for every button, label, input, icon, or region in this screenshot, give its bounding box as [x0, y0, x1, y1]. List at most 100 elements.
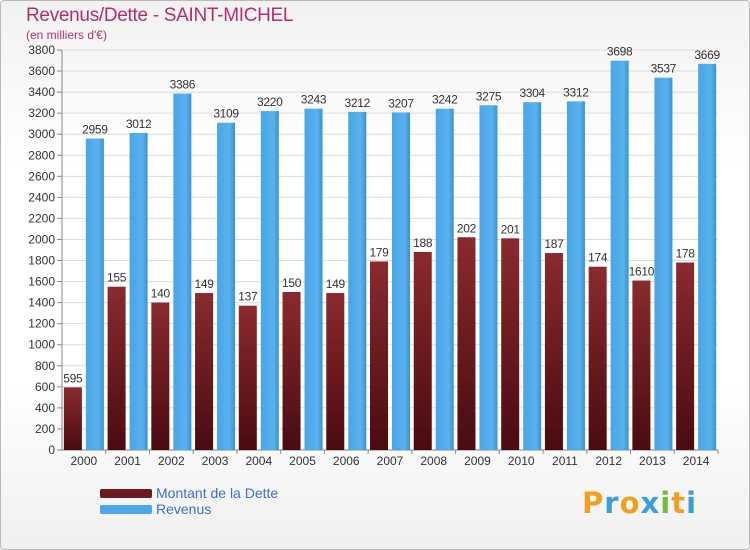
bar-revenus — [392, 112, 410, 450]
bar-dette — [632, 280, 651, 450]
y-tick-label: 2800 — [28, 148, 55, 162]
grid-lines — [62, 49, 718, 451]
data-label-revenus: 3386 — [170, 78, 196, 92]
y-tick-label: 2400 — [28, 190, 55, 204]
bar-dette — [544, 253, 563, 450]
data-label-dette: 201 — [501, 222, 521, 236]
data-label-revenus: 3207 — [388, 96, 414, 110]
data-labels: 595 2959 155 3012 140 3386 149 3109 137 3220 150 32… — [63, 45, 721, 386]
bar-dette — [107, 286, 126, 450]
bar-revenus — [348, 111, 367, 450]
y-tick-label: 1400 — [28, 296, 55, 310]
x-tick-label: 2009 — [464, 454, 491, 468]
data-label-revenus: 3109 — [213, 107, 239, 121]
data-label-revenus: 3220 — [257, 95, 283, 109]
logo-letter: P — [582, 486, 605, 520]
y-tick-label: 2000 — [28, 232, 55, 246]
bar-dette — [326, 293, 345, 450]
data-label-dette: 1610 — [629, 265, 655, 279]
y-tick-label: 600 — [35, 380, 55, 394]
bar-dette — [501, 238, 520, 450]
data-label-revenus: 3275 — [476, 89, 502, 103]
y-tick-label: 3000 — [28, 127, 55, 141]
bar-revenus — [304, 108, 323, 450]
y-tick-label: 200 — [35, 422, 55, 436]
data-label-revenus: 3669 — [694, 48, 720, 62]
data-label-dette: 137 — [238, 290, 258, 304]
bar-dette — [413, 252, 432, 450]
x-tick-label: 2007 — [377, 454, 404, 468]
bar-dette — [282, 292, 301, 450]
data-label-revenus: 3698 — [607, 45, 633, 59]
data-label-dette: 140 — [151, 287, 171, 301]
x-tick-label: 2011 — [552, 454, 578, 468]
x-tick-label: 2004 — [245, 454, 272, 468]
y-tick-label: 2600 — [28, 169, 55, 183]
y-tick-label: 400 — [35, 401, 55, 415]
proxiti-logo: Proxiti — [582, 486, 697, 520]
y-tick-label: 1200 — [28, 317, 55, 331]
logo-letter: r — [604, 486, 620, 520]
x-tick-label: 2013 — [639, 454, 666, 468]
bar-dette — [370, 261, 388, 450]
y-tick-label: 3600 — [28, 64, 55, 78]
bar-revenus — [173, 93, 192, 450]
y-tick-label: 1000 — [28, 338, 55, 352]
data-label-revenus: 3312 — [563, 85, 589, 99]
y-tick-label: 3400 — [28, 85, 55, 99]
bar-revenus — [654, 77, 673, 451]
data-label-revenus: 3012 — [126, 117, 152, 131]
bar-dette — [195, 293, 214, 450]
y-tick-label: 2200 — [28, 211, 55, 225]
logo-letter: x — [640, 486, 661, 520]
x-tick-label: 2010 — [508, 454, 535, 468]
data-label-dette: 155 — [107, 271, 127, 285]
data-label-dette: 149 — [326, 277, 346, 291]
data-label-revenus: 2959 — [82, 123, 108, 137]
bar-revenus — [523, 102, 542, 451]
data-label-dette: 149 — [195, 277, 215, 291]
data-label-dette: 150 — [282, 276, 302, 290]
axes — [57, 49, 719, 454]
data-label-revenus: 3212 — [345, 96, 371, 110]
data-label-revenus: 3242 — [432, 93, 458, 107]
x-tick-label: 2000 — [71, 454, 98, 468]
y-tick-label: 0 — [48, 443, 55, 457]
bar-dette — [238, 305, 257, 450]
y-tick-label: 3800 — [28, 43, 55, 57]
x-tick-label: 2001 — [114, 454, 141, 468]
logo-letter: t — [671, 486, 687, 520]
bar-revenus — [217, 122, 236, 450]
bar-revenus — [85, 138, 104, 451]
legend-swatch-dette — [100, 489, 152, 498]
logo-letter: i — [686, 486, 698, 520]
bar-revenus — [479, 105, 498, 451]
bar-dette — [588, 266, 607, 450]
bars — [63, 60, 717, 451]
bar-revenus — [129, 132, 148, 450]
y-tick-label: 3200 — [28, 106, 55, 120]
x-tick-label: 2008 — [420, 454, 447, 468]
data-label-revenus: 3537 — [651, 62, 677, 76]
bar-revenus — [566, 101, 585, 451]
bar-revenus — [260, 111, 279, 450]
bar-revenus — [698, 63, 717, 450]
x-tick-labels: 2000 2001 2002 2003 2004 2005 2006 2007 2008 2009… — [71, 454, 710, 468]
legend-label-dette: Montant de la Dette — [156, 485, 279, 501]
y-tick-label: 1600 — [28, 275, 55, 289]
chart-subtitle: (en milliers d'€) — [26, 28, 107, 42]
y-tick-label: 800 — [35, 359, 55, 373]
bar-revenus — [435, 108, 454, 450]
data-label-dette: 202 — [457, 221, 477, 235]
legend-swatch-revenus — [100, 505, 152, 514]
chart-title: Revenus/Dette - SAINT-MICHEL — [26, 5, 294, 26]
data-label-dette: 187 — [544, 237, 564, 251]
bar-dette — [676, 262, 695, 450]
bar-dette — [63, 387, 82, 450]
data-label-dette: 179 — [369, 245, 389, 259]
legend-label-revenus: Revenus — [156, 501, 212, 517]
logo-letter: o — [619, 486, 641, 520]
x-tick-label: 2002 — [158, 454, 185, 468]
x-tick-label: 2014 — [683, 454, 710, 468]
x-tick-label: 2012 — [595, 454, 622, 468]
